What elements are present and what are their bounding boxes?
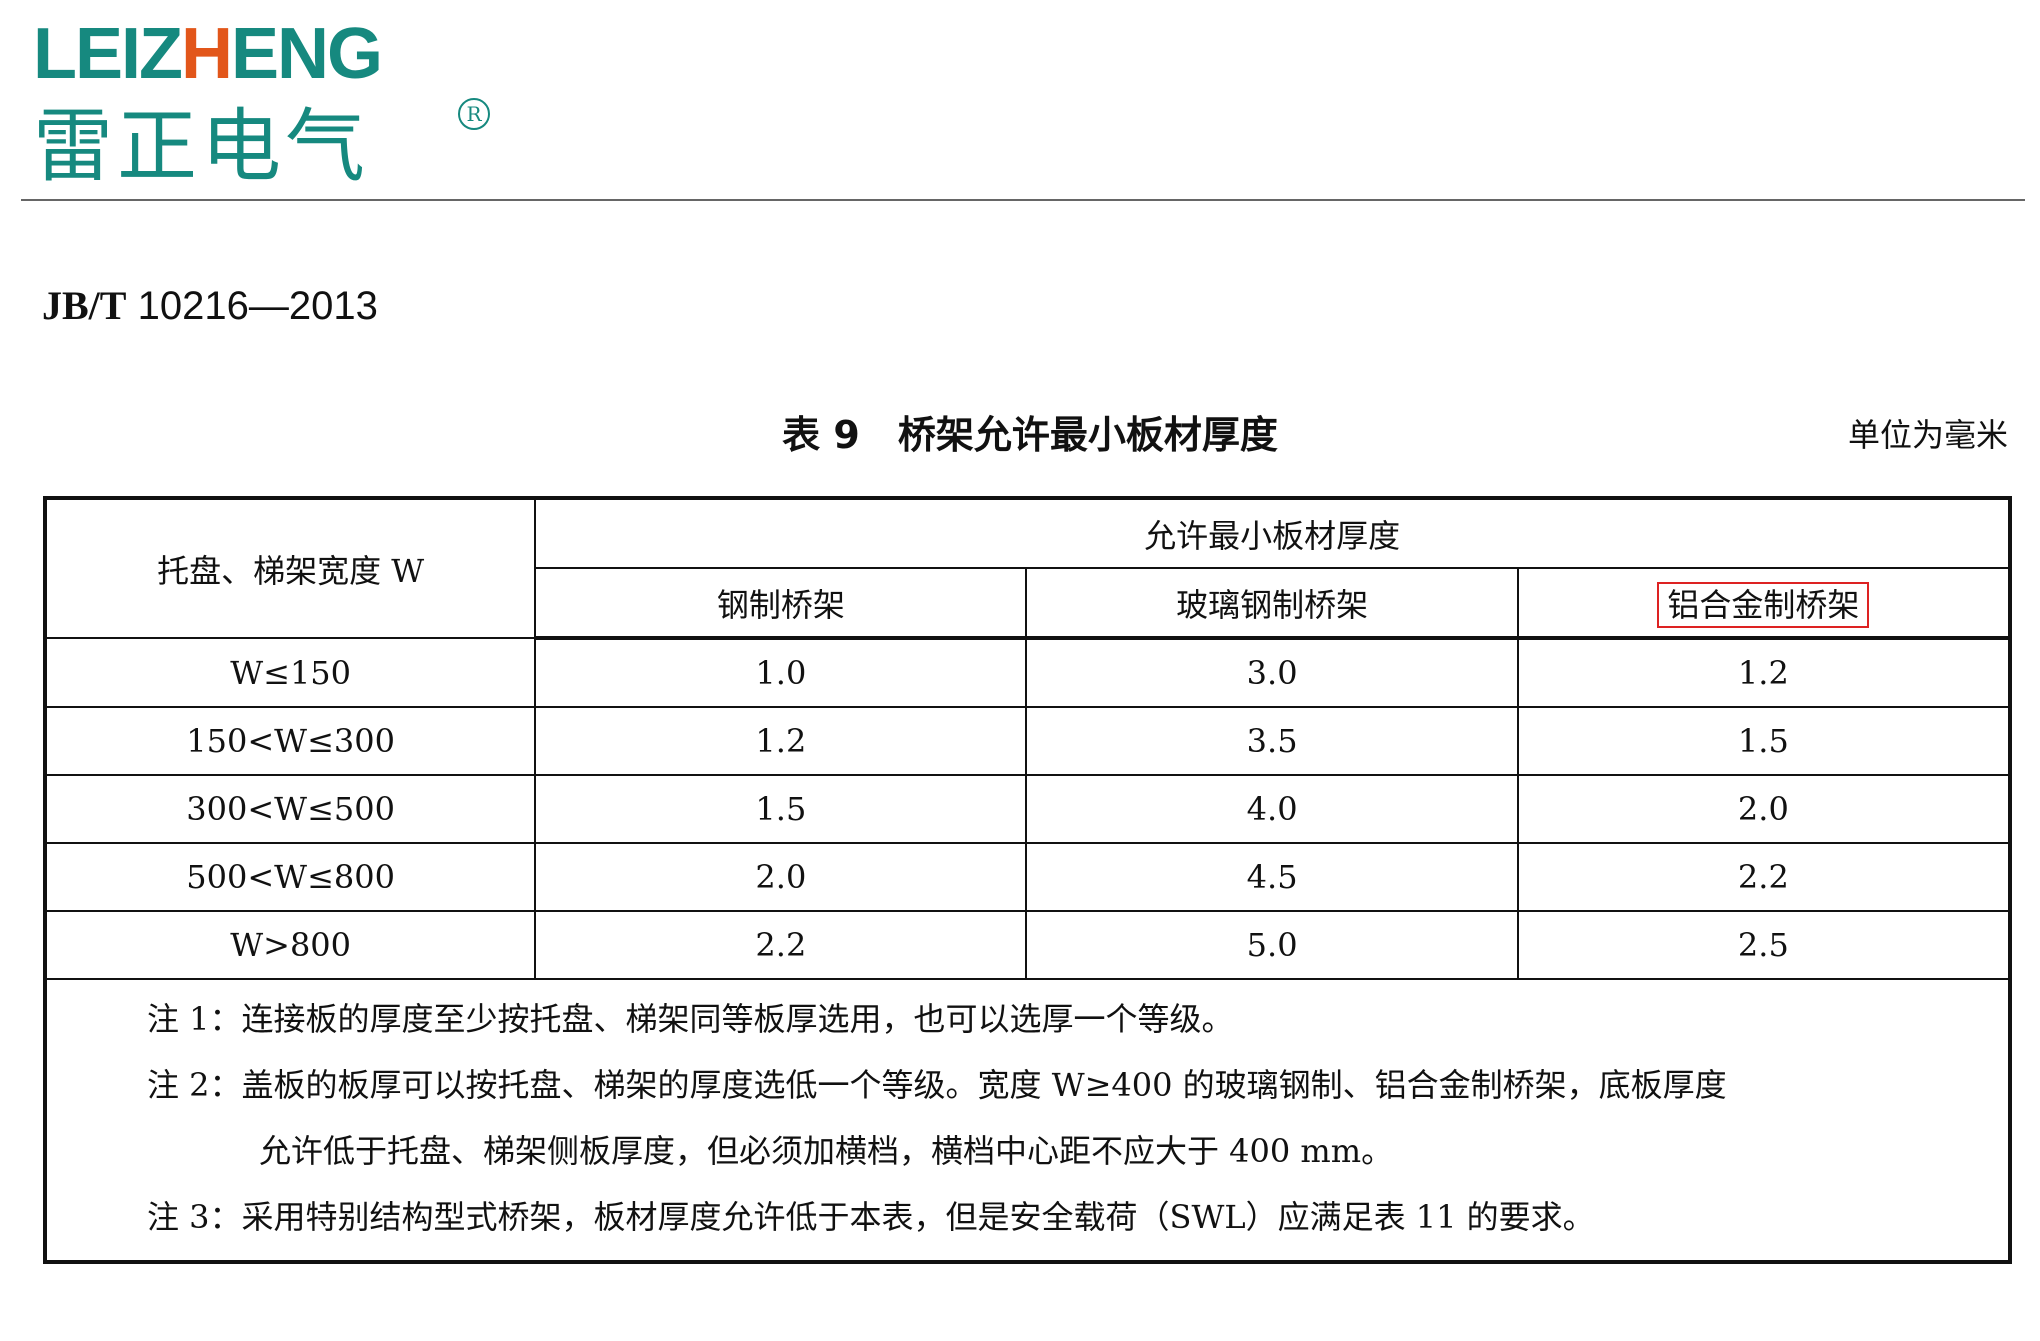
column-header-frp: 玻璃钢制桥架 xyxy=(1025,567,1519,640)
table-row: 150<W≤300 1.2 3.5 1.5 xyxy=(43,706,2012,776)
registered-mark: R xyxy=(458,98,490,130)
table-row: W≤150 1.0 3.0 1.2 xyxy=(43,637,2012,708)
value-cell: 1.2 xyxy=(534,706,1028,776)
highlight-box: 铝合金制桥架 xyxy=(1657,581,1870,628)
value-cell: 2.0 xyxy=(1516,774,2012,844)
value-cell: 5.0 xyxy=(1025,910,1519,980)
value-cell: 1.5 xyxy=(534,774,1028,844)
thickness-table: 托盘、梯架宽度 W 允许最小板材厚度 钢制桥架 玻璃钢制桥架 铝合金制桥架 W≤… xyxy=(43,496,2012,1264)
note-2: 注 2：盖板的板厚可以按托盘、梯架的厚度选低一个等级。宽度 W≥400 的玻璃钢… xyxy=(147,1066,1727,1104)
width-cell: 300<W≤500 xyxy=(43,774,537,844)
value-cell: 2.5 xyxy=(1516,910,2012,980)
unit-label: 单位为毫米 xyxy=(1847,416,2008,454)
value-cell: 4.0 xyxy=(1025,774,1519,844)
group-header: 允许最小板材厚度 xyxy=(534,497,2011,569)
logo-english: LEIZHENG xyxy=(33,14,383,94)
column-header-aluminum: 铝合金制桥架 xyxy=(1516,567,2012,640)
table-row: W>800 2.2 5.0 2.5 xyxy=(43,910,2012,980)
value-cell: 2.0 xyxy=(534,842,1028,912)
width-cell: W≤150 xyxy=(43,637,537,708)
standard-code: JB/T 10216—2013 xyxy=(42,283,378,328)
note-3: 注 3：采用特别结构型式桥架，板材厚度允许低于本表，但是安全载荷（SWL）应满足… xyxy=(147,1198,1595,1236)
value-cell: 4.5 xyxy=(1025,842,1519,912)
company-logo: LEIZHENG 雷正电气 R xyxy=(33,14,503,194)
value-cell: 1.5 xyxy=(1516,706,2012,776)
column-header-steel: 钢制桥架 xyxy=(534,567,1028,640)
width-cell: 500<W≤800 xyxy=(43,842,537,912)
width-cell: 150<W≤300 xyxy=(43,706,537,776)
value-cell: 1.2 xyxy=(1516,637,2012,708)
table-row: 300<W≤500 1.5 4.0 2.0 xyxy=(43,774,2012,844)
width-cell: W>800 xyxy=(43,910,537,980)
width-header: 托盘、梯架宽度 W xyxy=(43,497,537,639)
table-notes: 注 1：连接板的厚度至少按托盘、梯架同等板厚选用，也可以选厚一个等级。 注 2：… xyxy=(44,978,2011,1263)
value-cell: 1.0 xyxy=(534,637,1028,708)
value-cell: 2.2 xyxy=(534,910,1028,980)
header-divider xyxy=(21,199,2025,201)
value-cell: 3.5 xyxy=(1025,706,1519,776)
logo-chinese: 雷正电气 xyxy=(33,100,369,193)
note-1: 注 1：连接板的厚度至少按托盘、梯架同等板厚选用，也可以选厚一个等级。 xyxy=(147,1000,1234,1038)
note-2-continued: 允许低于托盘、梯架侧板厚度，但必须加横档，横档中心距不应大于 400 mm。 xyxy=(259,1132,1394,1170)
value-cell: 2.2 xyxy=(1516,842,2012,912)
value-cell: 3.0 xyxy=(1025,637,1519,708)
table-title: 表 9 桥架允许最小板材厚度 xyxy=(782,413,1278,457)
table-row: 500<W≤800 2.0 4.5 2.2 xyxy=(43,842,2012,912)
